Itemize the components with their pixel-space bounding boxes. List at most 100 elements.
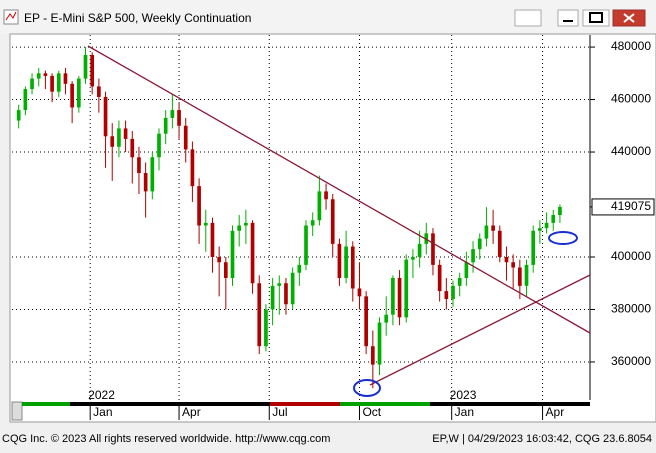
candle-body xyxy=(210,222,215,257)
y-tick-label: 400000 xyxy=(611,249,651,263)
candle-body xyxy=(170,110,175,118)
x-tick-label: Oct xyxy=(362,405,381,419)
candle-body xyxy=(364,296,368,347)
candle-body xyxy=(464,262,469,278)
candle-body xyxy=(304,225,308,265)
x-tick-label: Apr xyxy=(546,405,565,419)
candle-body xyxy=(424,233,429,244)
candle-body xyxy=(97,86,101,97)
time-axis xyxy=(12,402,590,420)
candle-body xyxy=(177,110,181,126)
annotation-ellipse xyxy=(353,379,381,397)
candle-body xyxy=(137,157,141,174)
footer-right: EP,W | 04/29/2023 16:03:42, CQG 23.6.805… xyxy=(432,433,652,445)
last-price-label: 419075 xyxy=(611,199,651,213)
scroll-button[interactable] xyxy=(11,401,23,421)
candle-body xyxy=(244,222,248,226)
plot: 360000 380000 400000 440000 460000 480000 Jan A… xyxy=(12,35,655,420)
candle-body xyxy=(551,215,556,223)
candle-body xyxy=(270,285,275,310)
year-label: 2022 xyxy=(88,388,115,402)
candle-body xyxy=(518,267,522,286)
color-bar xyxy=(270,402,340,406)
candle-body xyxy=(350,246,355,289)
candle-body xyxy=(23,89,28,111)
candle-body xyxy=(310,220,315,226)
candle-body xyxy=(558,206,562,216)
candle-body xyxy=(391,277,395,315)
y-tick-label: 460000 xyxy=(611,92,651,106)
candle-body xyxy=(163,117,168,134)
candle-body xyxy=(36,73,41,79)
candle-body xyxy=(317,191,322,221)
candle-body xyxy=(491,225,495,231)
candle-body xyxy=(324,191,328,200)
candle-body xyxy=(411,256,415,260)
y-tick-label: 380000 xyxy=(611,302,651,316)
candle-body xyxy=(130,138,135,158)
x-tick-label: Jan xyxy=(455,405,474,419)
candle-body xyxy=(297,264,302,273)
x-tick-label: Jul xyxy=(272,405,287,419)
candle-body xyxy=(30,78,34,90)
last-price-box xyxy=(591,198,655,216)
candle-body xyxy=(284,283,288,305)
candle-body xyxy=(404,259,409,318)
title-bar xyxy=(0,0,656,34)
candle-body xyxy=(250,222,255,284)
color-bar xyxy=(430,402,590,406)
candle-body xyxy=(397,277,402,318)
candle-body xyxy=(157,133,161,158)
candle-body xyxy=(451,285,455,299)
candle-body xyxy=(70,83,74,108)
candle-body xyxy=(43,73,48,76)
y-tick-label: 440000 xyxy=(611,144,651,158)
candle-body xyxy=(110,136,115,147)
window-title: EP - E-Mini S&P 500, Weekly Continuation xyxy=(24,11,251,25)
candle-body xyxy=(56,73,61,92)
candle-body xyxy=(50,75,54,92)
candle-body xyxy=(217,256,221,263)
close-glyph xyxy=(623,13,635,23)
candle-body xyxy=(183,125,188,150)
candle-body xyxy=(511,262,515,268)
link-button[interactable] xyxy=(514,9,542,27)
y-tick-label: 360000 xyxy=(611,354,651,368)
candle-body xyxy=(190,149,195,187)
candle-body xyxy=(384,314,389,323)
candle-body xyxy=(197,186,201,226)
minimize-button[interactable] xyxy=(557,9,579,27)
candle-body xyxy=(237,225,242,231)
color-bar xyxy=(340,402,430,406)
candle-body xyxy=(484,225,489,239)
candle-body xyxy=(16,110,21,121)
candle-body xyxy=(344,246,348,278)
app-icon xyxy=(3,9,19,25)
trend-line xyxy=(369,274,591,386)
candle-body xyxy=(538,228,542,231)
candle-body xyxy=(63,73,68,84)
candle-body xyxy=(377,322,382,365)
candle-body xyxy=(83,54,88,79)
color-bar xyxy=(22,402,70,406)
x-tick-label: Apr xyxy=(182,405,201,419)
footer-left: CQG Inc. © 2023 All rights reserved worl… xyxy=(2,433,330,445)
candle-body xyxy=(277,283,282,286)
candle-body xyxy=(290,272,295,305)
candle-body xyxy=(203,222,208,226)
color-bar xyxy=(70,402,160,406)
candle-body xyxy=(417,243,422,257)
candle-body xyxy=(103,96,108,137)
candle-body xyxy=(370,346,375,365)
app-icon-glyph xyxy=(5,11,17,21)
y-tick-label: 480000 xyxy=(611,39,651,53)
candle-body xyxy=(504,256,509,263)
year-label: 2023 xyxy=(450,388,477,402)
candle-body xyxy=(524,264,529,286)
candle-body xyxy=(477,238,482,250)
trend-line xyxy=(87,45,591,334)
candle-body xyxy=(471,249,475,263)
candle-body xyxy=(123,128,128,139)
